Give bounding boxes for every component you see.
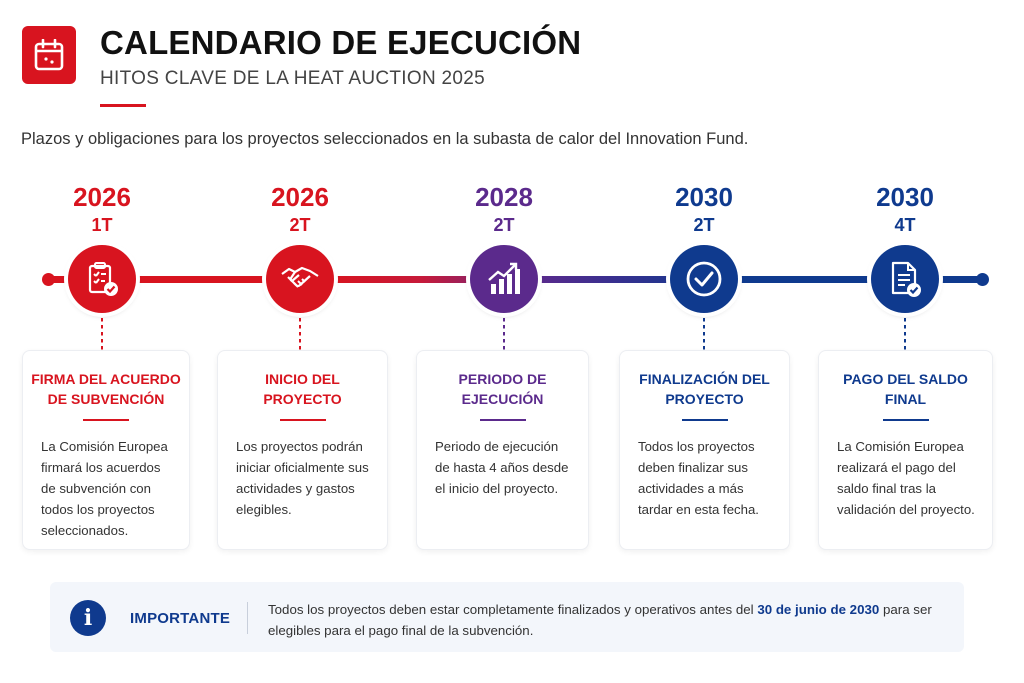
growth-chart-icon — [470, 245, 538, 313]
milestone-description: Todos los proyectos deben finalizar sus … — [638, 439, 759, 517]
milestone-card: PERIODO DE EJECUCIÓN Periodo de ejecución… — [416, 350, 589, 550]
handshake-icon — [266, 245, 334, 313]
intro-text: Plazos y obligaciones para los proyectos… — [21, 130, 749, 148]
milestone-title: PERIODO DE EJECUCIÓN — [458, 371, 547, 407]
milestone-title-rule — [479, 419, 526, 421]
notice-label: IMPORTANTE — [130, 610, 231, 627]
signed-checklist-icon — [68, 245, 136, 313]
important-notice: i IMPORTANTE Todos los proyectos deben e… — [50, 582, 964, 652]
notice-separator — [247, 602, 248, 634]
milestone-title-rule — [279, 419, 326, 421]
info-icon: i — [70, 600, 106, 636]
milestone-connector — [703, 318, 705, 350]
document-check-icon — [871, 245, 939, 313]
notice-text-after: para ser elegibles para el pago final de… — [268, 602, 932, 638]
title-underline — [100, 104, 146, 107]
notice-deadline: 30 de junio de 2030 — [757, 602, 880, 617]
milestone-quarter: 2T — [493, 215, 515, 235]
milestone-year: 2030 — [675, 182, 733, 212]
milestone-quarter: 2T — [693, 215, 715, 235]
milestone-year: 2028 — [475, 182, 533, 212]
calendar-icon — [22, 26, 76, 84]
milestone-title: FINALIZACIÓN DEL PROYECTO — [639, 371, 770, 407]
milestone-connector — [299, 318, 301, 350]
milestone-card: INICIO DEL PROYECTO Los proyectos podrán … — [217, 350, 388, 550]
notice-text-before: Todos los proyectos deben estar completa… — [268, 602, 754, 617]
milestone-year: 2030 — [876, 182, 934, 212]
milestone-title: FIRMA DEL ACUERDO DE SUBVENCIÓN — [31, 371, 181, 407]
notice-text: Todos los proyectos deben estar completa… — [268, 599, 948, 641]
milestone-quarter: 2T — [289, 215, 311, 235]
milestone-description: Los proyectos podrán iniciar oficialment… — [236, 439, 369, 517]
page-title: CALENDARIO DE EJECUCIÓN — [100, 24, 582, 61]
milestone-title-rule — [681, 419, 728, 421]
milestone-year: 2026 — [271, 182, 329, 212]
timeline-end-dot — [976, 273, 989, 286]
milestone-connector — [503, 318, 505, 350]
milestone-card: FIRMA DEL ACUERDO DE SUBVENCIÓN La Comisi… — [22, 350, 190, 550]
milestone-description: Periodo de ejecución de hasta 4 años des… — [435, 439, 569, 496]
milestone-card: FINALIZACIÓN DEL PROYECTO Todos los proye… — [619, 350, 790, 550]
milestone-title: INICIO DEL PROYECTO — [263, 371, 342, 407]
milestone-connector — [101, 318, 103, 350]
milestone-year: 2026 — [73, 182, 131, 212]
milestone-title-rule — [83, 419, 129, 421]
milestone-title-rule — [882, 419, 929, 421]
milestone-title: PAGO DEL SALDO FINAL — [843, 371, 968, 407]
check-circle-icon — [670, 245, 738, 313]
timeline-start-dot — [42, 273, 55, 286]
milestone-description: La Comisión Europea realizará el pago de… — [837, 439, 975, 517]
milestone-card: PAGO DEL SALDO FINAL La Comisión Europea … — [818, 350, 993, 550]
milestone-connector — [904, 318, 906, 350]
milestone-description: La Comisión Europea firmará los acuerdos… — [41, 439, 168, 538]
milestone-quarter: 4T — [894, 215, 916, 235]
page-subtitle: HITOS CLAVE DE LA HEAT AUCTION 2025 — [100, 68, 486, 89]
milestone-quarter: 1T — [91, 215, 113, 235]
